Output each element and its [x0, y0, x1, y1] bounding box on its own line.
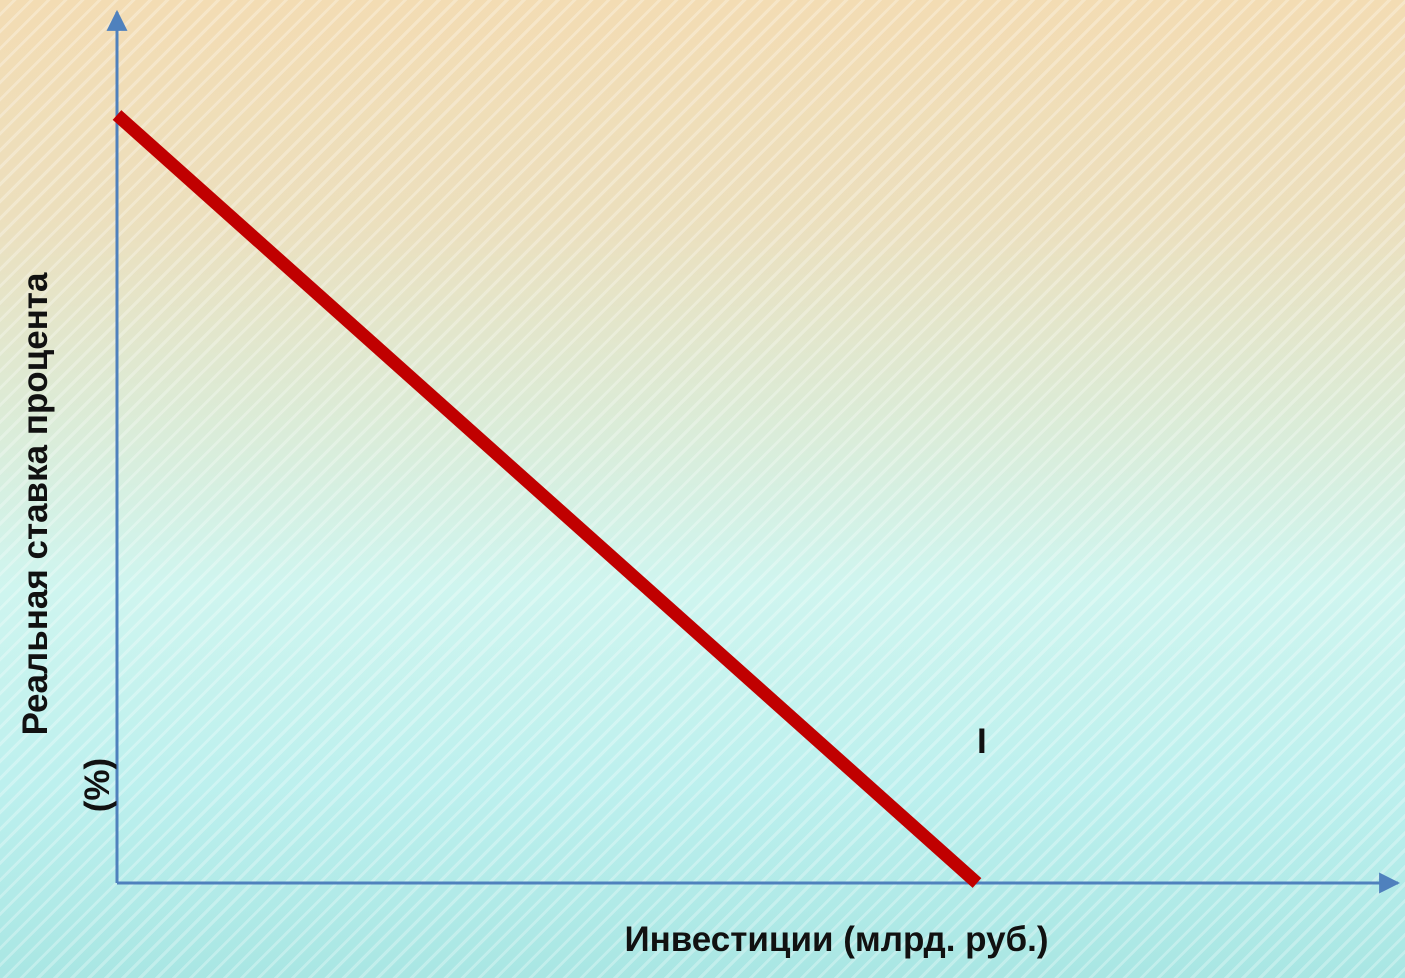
series-label-i: I	[977, 722, 987, 761]
series-line-i	[112, 110, 982, 888]
y-axis-label: Реальная ставка процента	[16, 272, 55, 736]
x-axis-label: Инвестиции (млрд. руб.)	[624, 920, 1049, 959]
series-layer	[112, 110, 982, 888]
y-axis-label-unit: (%)	[78, 757, 117, 813]
